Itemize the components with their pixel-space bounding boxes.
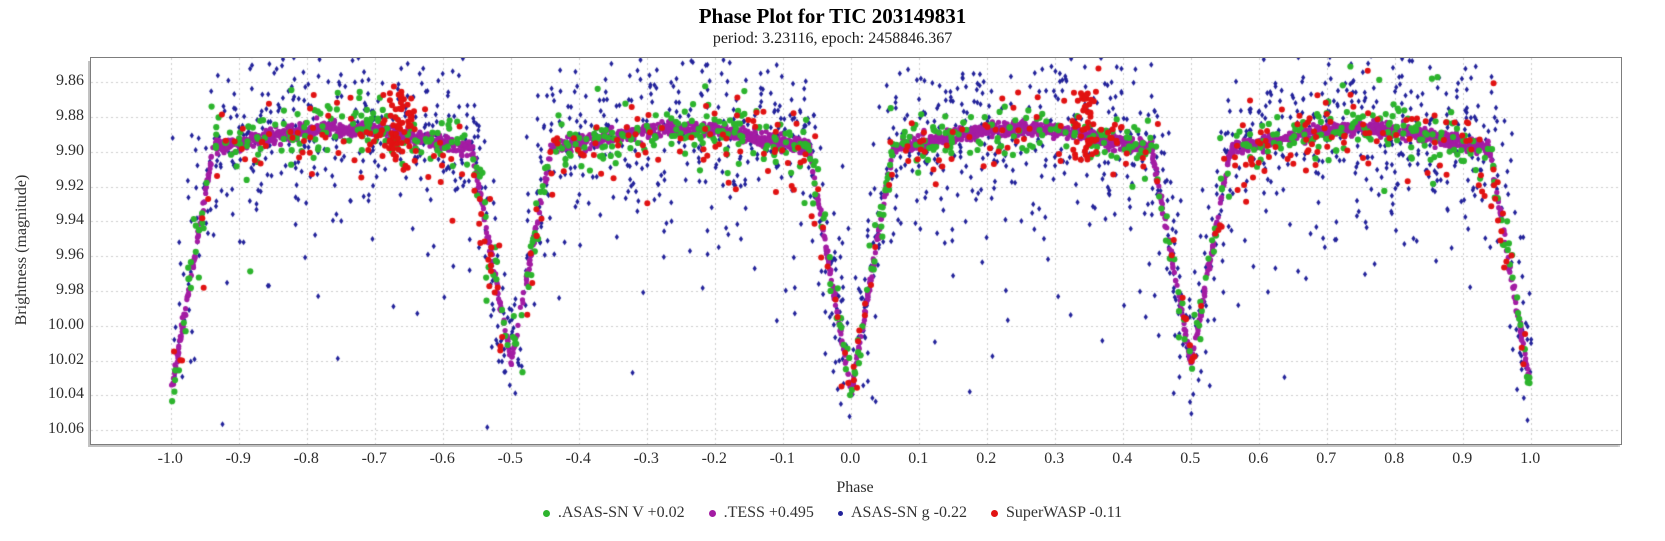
x-tick-label: 0.2 xyxy=(976,450,997,467)
y-tick-label: 9.92 xyxy=(56,176,84,194)
x-tick-label: -0.4 xyxy=(565,450,591,467)
legend-marker-asassn-g xyxy=(837,510,843,516)
legend-marker-tess xyxy=(708,509,716,517)
y-tick-label: 9.96 xyxy=(56,246,84,264)
legend-marker-superwasp xyxy=(990,509,998,517)
y-tick-label: 9.86 xyxy=(56,72,84,90)
x-tick-label: -0.6 xyxy=(429,450,455,467)
legend-item-asassn-g: ASAS-SN g -0.22 xyxy=(837,504,967,522)
x-tick-label: 0.6 xyxy=(1248,450,1269,467)
x-tick-label: -0.8 xyxy=(293,450,319,467)
legend-item-asassn-v: .ASAS-SN V +0.02 xyxy=(542,504,685,522)
legend-label-asassn-v: .ASAS-SN V +0.02 xyxy=(557,504,685,521)
plot-area xyxy=(90,57,1622,445)
legend-label-superwasp: SuperWASP -0.11 xyxy=(1005,504,1123,521)
y-tick-label: 9.98 xyxy=(56,280,84,298)
chart-subtitle: period: 3.23116, epoch: 2458846.367 xyxy=(712,30,953,47)
y-tick-label: 10.00 xyxy=(48,315,84,333)
x-tick-label: 1.0 xyxy=(1520,450,1541,467)
legend-marker-asassn-v xyxy=(542,509,550,517)
y-tick-label: 10.02 xyxy=(48,350,84,368)
x-axis-label: Phase xyxy=(836,479,874,496)
y-tick-label: 9.94 xyxy=(56,211,84,229)
x-tick-label: -0.7 xyxy=(361,450,387,467)
x-tick-label: -0.9 xyxy=(225,450,251,467)
x-tick-label: -0.2 xyxy=(701,450,727,467)
x-tick-label: 0.7 xyxy=(1316,450,1337,467)
y-tick-label: 9.88 xyxy=(56,107,84,125)
legend-label-tess: .TESS +0.495 xyxy=(723,504,814,521)
y-tick-label: 10.04 xyxy=(48,385,84,403)
legend-label-asassn-g: ASAS-SN g -0.22 xyxy=(850,504,967,521)
x-tick-label: 0.4 xyxy=(1112,450,1133,467)
y-tick-label: 10.06 xyxy=(48,420,84,438)
legend: .ASAS-SN V +0.02 .TESS +0.495 ASAS-SN g -0… xyxy=(0,504,1665,522)
x-tick-label: -0.5 xyxy=(497,450,523,467)
scatter-canvas xyxy=(91,58,1621,444)
x-tick-label: -0.1 xyxy=(769,450,795,467)
x-tick-label: 0.3 xyxy=(1044,450,1065,467)
x-tick-label: -1.0 xyxy=(157,450,183,467)
x-tick-label: -0.3 xyxy=(633,450,659,467)
y-tick-label: 9.90 xyxy=(56,141,84,159)
x-tick-label: 0.1 xyxy=(908,450,929,467)
x-tick-label: 0.9 xyxy=(1452,450,1473,467)
x-tick-label: 0.8 xyxy=(1384,450,1405,467)
x-tick-label: 0.5 xyxy=(1180,450,1201,467)
x-tick-label: 0.0 xyxy=(840,450,861,467)
legend-item-superwasp: SuperWASP -0.11 xyxy=(990,504,1123,522)
legend-item-tess: .TESS +0.495 xyxy=(708,504,814,522)
chart-title: Phase Plot for TIC 203149831 xyxy=(698,4,967,28)
